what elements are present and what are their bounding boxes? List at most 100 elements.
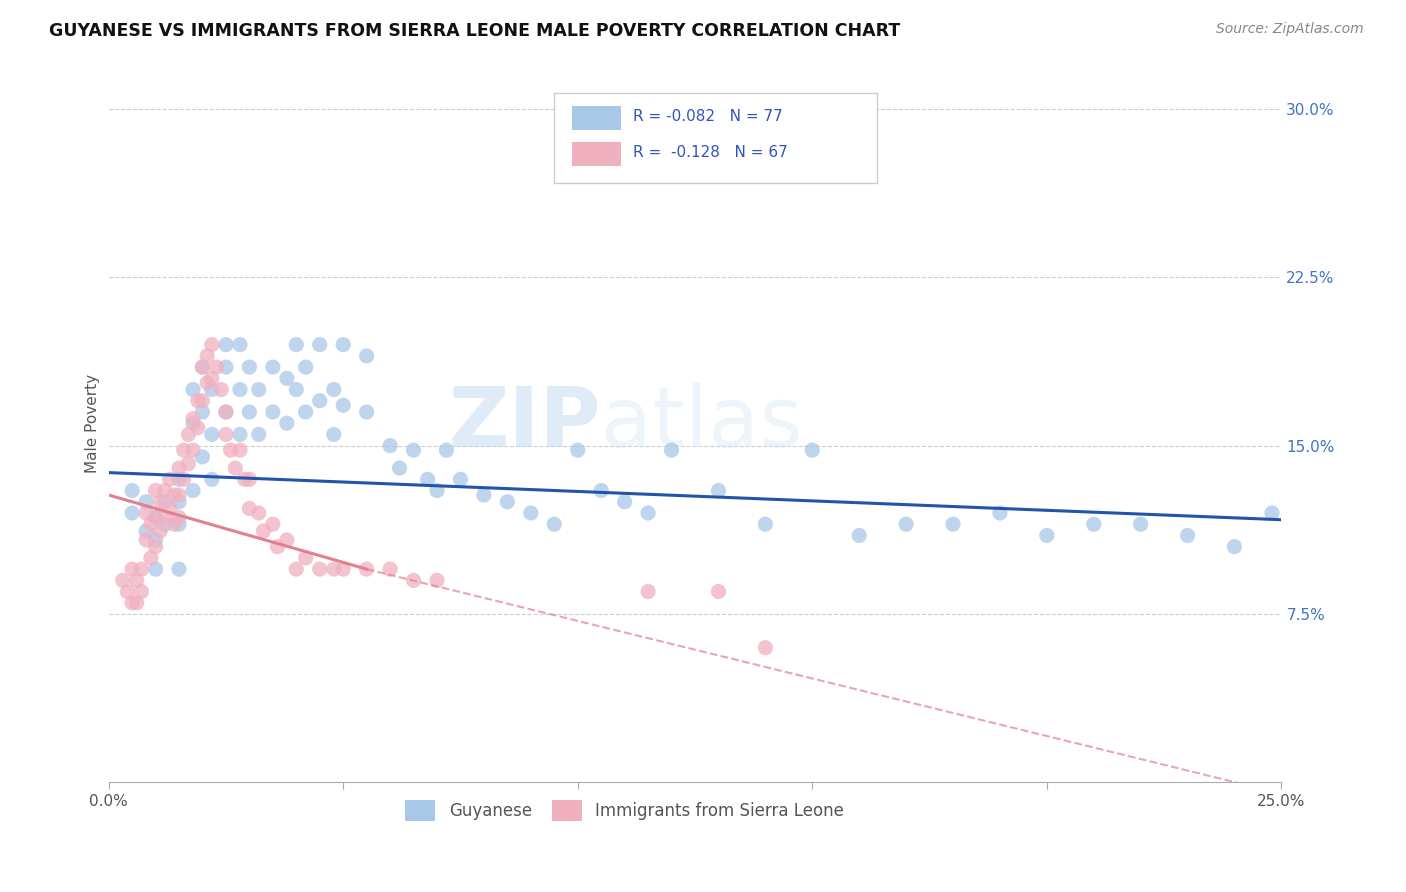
- Point: [262, 517, 284, 532]
- Text: ZIP: ZIP: [449, 383, 602, 464]
- Point: [167, 517, 190, 532]
- Point: [181, 483, 204, 498]
- Point: [247, 427, 270, 442]
- Point: [121, 506, 143, 520]
- Point: [229, 383, 252, 397]
- Point: [637, 584, 659, 599]
- Point: [159, 501, 181, 516]
- Point: [543, 517, 565, 532]
- Point: [167, 488, 190, 502]
- Point: [167, 461, 190, 475]
- Point: [149, 495, 172, 509]
- Point: [988, 506, 1011, 520]
- Point: [187, 420, 209, 434]
- Point: [153, 495, 176, 509]
- Point: [567, 443, 589, 458]
- Point: [356, 349, 378, 363]
- Point: [224, 461, 246, 475]
- Point: [195, 349, 218, 363]
- Point: [139, 517, 162, 532]
- Point: [356, 405, 378, 419]
- Point: [145, 510, 167, 524]
- Point: [247, 506, 270, 520]
- Point: [276, 416, 298, 430]
- Text: R =  -0.128   N = 67: R = -0.128 N = 67: [633, 145, 787, 160]
- Point: [1129, 517, 1152, 532]
- Point: [434, 443, 457, 458]
- Point: [378, 562, 401, 576]
- Point: [201, 472, 224, 486]
- Point: [238, 360, 260, 375]
- Point: [215, 360, 238, 375]
- Point: [153, 517, 176, 532]
- Point: [139, 550, 162, 565]
- Point: [426, 483, 449, 498]
- FancyBboxPatch shape: [572, 142, 621, 166]
- Point: [276, 371, 298, 385]
- Point: [591, 483, 613, 498]
- Point: [201, 337, 224, 351]
- Point: [125, 596, 148, 610]
- Point: [661, 443, 683, 458]
- Point: [1083, 517, 1105, 532]
- Point: [135, 524, 157, 538]
- Point: [181, 443, 204, 458]
- Point: [388, 461, 411, 475]
- Point: [754, 517, 776, 532]
- Point: [177, 427, 200, 442]
- Point: [159, 472, 181, 486]
- Point: [229, 337, 252, 351]
- FancyBboxPatch shape: [554, 93, 877, 183]
- Point: [332, 562, 354, 576]
- Point: [181, 411, 204, 425]
- Point: [294, 405, 316, 419]
- Point: [1261, 506, 1284, 520]
- Point: [215, 337, 238, 351]
- Point: [308, 337, 330, 351]
- Point: [266, 540, 288, 554]
- Point: [707, 584, 730, 599]
- Point: [1177, 528, 1199, 542]
- Point: [332, 398, 354, 412]
- Point: [167, 510, 190, 524]
- Point: [1223, 540, 1246, 554]
- Point: [145, 483, 167, 498]
- Point: [219, 443, 242, 458]
- Point: [322, 562, 344, 576]
- Point: [285, 337, 308, 351]
- Point: [637, 506, 659, 520]
- Point: [215, 427, 238, 442]
- Y-axis label: Male Poverty: Male Poverty: [86, 374, 100, 473]
- Point: [332, 337, 354, 351]
- Point: [894, 517, 917, 532]
- Point: [153, 483, 176, 498]
- Point: [145, 562, 167, 576]
- Point: [135, 495, 157, 509]
- Point: [247, 383, 270, 397]
- Point: [402, 443, 425, 458]
- Text: atlas: atlas: [602, 383, 803, 464]
- Point: [308, 393, 330, 408]
- Point: [167, 495, 190, 509]
- Point: [294, 360, 316, 375]
- Point: [238, 405, 260, 419]
- Point: [205, 360, 228, 375]
- Point: [215, 405, 238, 419]
- Point: [262, 405, 284, 419]
- Point: [187, 393, 209, 408]
- Point: [135, 506, 157, 520]
- Point: [294, 550, 316, 565]
- Point: [496, 495, 519, 509]
- Point: [111, 574, 134, 588]
- Point: [191, 393, 214, 408]
- Point: [145, 540, 167, 554]
- Point: [201, 371, 224, 385]
- Point: [131, 584, 153, 599]
- Point: [215, 405, 238, 419]
- Point: [135, 533, 157, 547]
- Text: GUYANESE VS IMMIGRANTS FROM SIERRA LEONE MALE POVERTY CORRELATION CHART: GUYANESE VS IMMIGRANTS FROM SIERRA LEONE…: [49, 22, 900, 40]
- Point: [754, 640, 776, 655]
- FancyBboxPatch shape: [572, 106, 621, 130]
- Text: R = -0.082   N = 77: R = -0.082 N = 77: [633, 109, 783, 124]
- Point: [177, 457, 200, 471]
